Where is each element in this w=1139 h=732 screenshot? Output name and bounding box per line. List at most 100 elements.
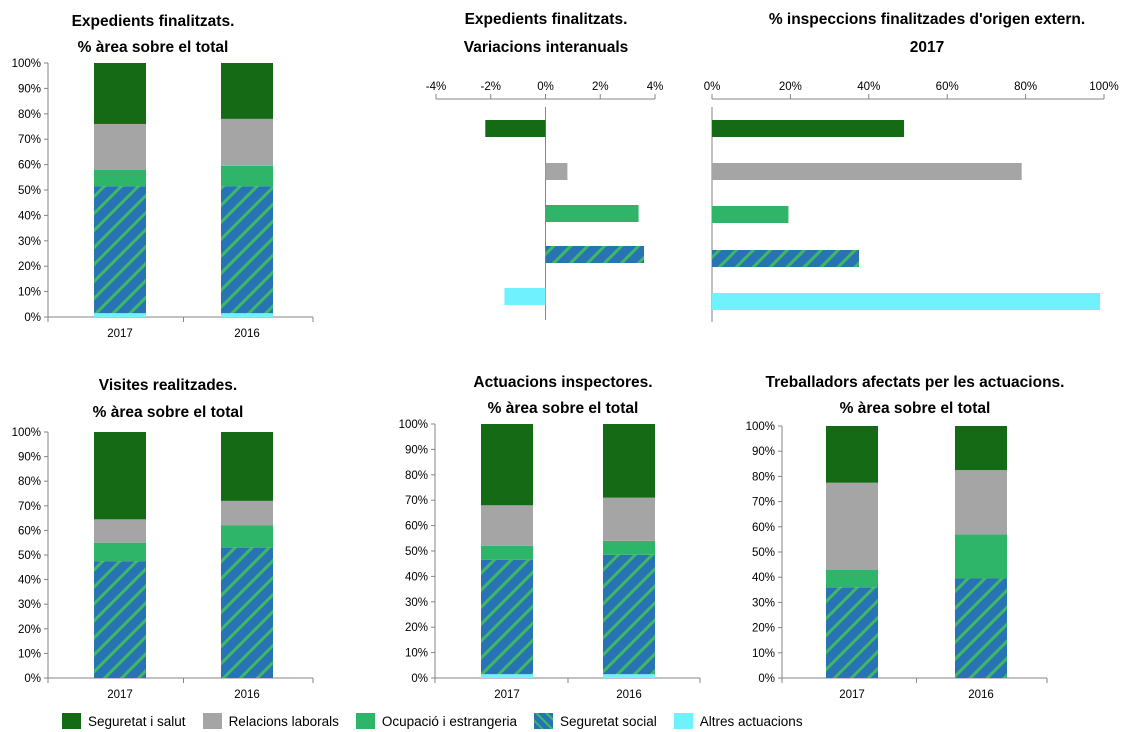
chart-2-x-tick-label: 2% [592, 81, 609, 93]
legend: Seguretat i salut Relacions laborals Ocupa… [62, 710, 820, 732]
legend-swatch [62, 713, 81, 729]
chart-5-title-line-1: Actuacions inspectores. [473, 374, 652, 391]
chart-5-y-tick-label: 40% [405, 571, 428, 583]
chart-1-bar-2017-ocupacio-i-estrangeria [94, 169, 146, 187]
chart-4-y-tick-label: 10% [18, 648, 41, 660]
chart-4-title-line-2: % àrea sobre el total [93, 404, 244, 421]
chart-4-bar-2017-ocupacio-i-estrangeria [94, 542, 146, 562]
chart-1-y-tick-label: 20% [18, 261, 41, 273]
chart-5-y-tick-label: 20% [405, 622, 428, 634]
chart-2-bar-seguretat-i-salut [485, 120, 546, 137]
chart-5-y-tick-label: 0% [411, 673, 428, 685]
chart-2-bar-altres-actuacions [504, 288, 546, 305]
chart-6-x-tick-label: 2017 [839, 689, 865, 701]
chart-1-y-tick-label: 80% [18, 109, 41, 121]
chart-2: Expedients finalitzats. Variacions intera… [426, 11, 664, 320]
chart-4-title-line-1: Visites realitzades. [99, 377, 237, 394]
chart-2-bar-ocupacio-i-estrangeria [545, 205, 639, 222]
chart-1-bar-2017-altres-actuacions [94, 313, 146, 317]
chart-1-bar-2016-seguretat-i-salut [221, 63, 273, 119]
chart-1-y-tick-label: 50% [18, 185, 41, 197]
chart-4-x-tick-label: 2016 [234, 689, 260, 701]
chart-1-y-tick-label: 0% [24, 312, 41, 324]
chart-6-bar-2017-seguretat-social [826, 587, 878, 678]
chart-1-y-tick-label: 60% [18, 160, 41, 172]
chart-5-bar-2016-ocupacio-i-estrangeria [603, 540, 655, 555]
chart-3-x-tick-label: 40% [857, 81, 880, 93]
chart-4-bar-2017-seguretat-i-salut [94, 432, 146, 520]
legend-item-altres-actuacions: Altres actuacions [673, 713, 803, 729]
chart-5-x-tick-label: 2017 [494, 689, 520, 701]
chart-4-y-tick-label: 60% [18, 525, 41, 537]
chart-6-y-tick-label: 30% [752, 597, 775, 609]
legend-swatch [355, 713, 375, 729]
legend-swatch [533, 713, 553, 729]
legend-label: Ocupació i estrangeria [381, 713, 517, 729]
chart-2-x-tick-label: 0% [537, 81, 554, 93]
chart-2-x-tick-label: 4% [647, 81, 664, 93]
chart-5-bar-2017-altres-actuacions [481, 674, 533, 678]
chart-6-bar-2016-seguretat-social [955, 578, 1007, 678]
chart-4-bar-2016-seguretat-i-salut [221, 432, 273, 501]
legend-label: Altres actuacions [699, 713, 803, 729]
chart-1-y-tick-label: 10% [18, 287, 41, 299]
chart-4-y-tick-label: 100% [12, 427, 41, 439]
chart-1-bar-2016-relacions-laborals [221, 118, 273, 166]
chart-6-y-tick-label: 40% [752, 572, 775, 584]
chart-6-y-tick-label: 0% [758, 673, 775, 685]
chart-3: % inspeccions finalitzades d'origen exte… [704, 11, 1119, 322]
chart-6-bar-2016-relacions-laborals [955, 470, 1007, 535]
chart-4-bar-2017-relacions-laborals [94, 519, 146, 543]
legend-swatch [202, 713, 222, 729]
chart-6-bar-2017-relacions-laborals [826, 482, 878, 570]
chart-1: Expedients finalitzats. % àrea sobre el t… [12, 13, 314, 340]
chart-4-y-tick-label: 40% [18, 575, 41, 587]
chart-5-x-tick-label: 2016 [616, 689, 642, 701]
chart-1-bar-2016-ocupacio-i-estrangeria [221, 165, 273, 187]
legend-item-seguretat-social: Seguretat social [533, 713, 657, 729]
chart-6-bar-2017-seguretat-i-salut [826, 426, 878, 483]
chart-5-y-tick-label: 50% [405, 546, 428, 558]
chart-5-title-line-2: % àrea sobre el total [488, 400, 639, 417]
chart-6-bar-2016-seguretat-i-salut [955, 426, 1007, 471]
chart-6: Treballadors afectats per les actuacions… [746, 374, 1065, 701]
chart-5: Actuacions inspectores. % àrea sobre el t… [399, 374, 701, 701]
chart-4: Visites realitzades. % àrea sobre el tota… [12, 377, 314, 701]
chart-1-bar-2016-altres-actuacions [221, 313, 273, 317]
chart-5-bar-2017-relacions-laborals [481, 505, 533, 546]
chart-4-y-tick-label: 0% [24, 673, 41, 685]
chart-6-y-tick-label: 70% [752, 497, 775, 509]
chart-5-bar-2017-seguretat-social [481, 559, 533, 675]
chart-3-bar-altres-actuacions [712, 293, 1101, 310]
chart-5-bar-2016-seguretat-i-salut [603, 424, 655, 498]
chart-2-bar-seguretat-social [545, 246, 645, 263]
chart-4-y-tick-label: 20% [18, 624, 41, 636]
chart-5-y-tick-label: 10% [405, 648, 428, 660]
chart-5-bar-2016-relacions-laborals [603, 497, 655, 541]
legend-label: Relacions laborals [228, 713, 339, 729]
chart-3-title-line-1: % inspeccions finalitzades d'origen exte… [769, 11, 1085, 28]
chart-3-bar-seguretat-social [712, 250, 859, 267]
chart-4-y-tick-label: 50% [18, 550, 41, 562]
chart-2-x-tick-label: -2% [481, 81, 501, 93]
chart-4-bar-2016-ocupacio-i-estrangeria [221, 525, 273, 548]
chart-1-y-tick-label: 40% [18, 210, 41, 222]
chart-1-bar-2017-seguretat-i-salut [94, 63, 146, 124]
chart-2-title-line-2: Variacions interanuals [464, 39, 629, 56]
legend-item-relacions-laborals: Relacions laborals [202, 713, 339, 729]
chart-6-y-tick-label: 60% [752, 522, 775, 534]
chart-3-title-line-2: 2017 [910, 39, 944, 56]
chart-6-y-tick-label: 80% [752, 471, 775, 483]
chart-3-bar-seguretat-i-salut [712, 120, 905, 137]
chart-3-x-tick-label: 20% [779, 81, 802, 93]
chart-6-y-tick-label: 20% [752, 623, 775, 635]
legend-item-ocupacio-i-estrangeria: Ocupació i estrangeria [355, 713, 517, 729]
chart-5-y-tick-label: 60% [405, 521, 428, 533]
chart-1-y-tick-label: 30% [18, 236, 41, 248]
chart-5-bar-2016-altres-actuacions [603, 674, 655, 678]
chart-5-y-tick-label: 80% [405, 470, 428, 482]
chart-4-y-tick-label: 80% [18, 476, 41, 488]
chart-6-bar-2016-ocupacio-i-estrangeria [955, 534, 1007, 579]
chart-4-bar-2017-seguretat-social [94, 561, 146, 678]
chart-4-x-tick-label: 2017 [107, 689, 133, 701]
